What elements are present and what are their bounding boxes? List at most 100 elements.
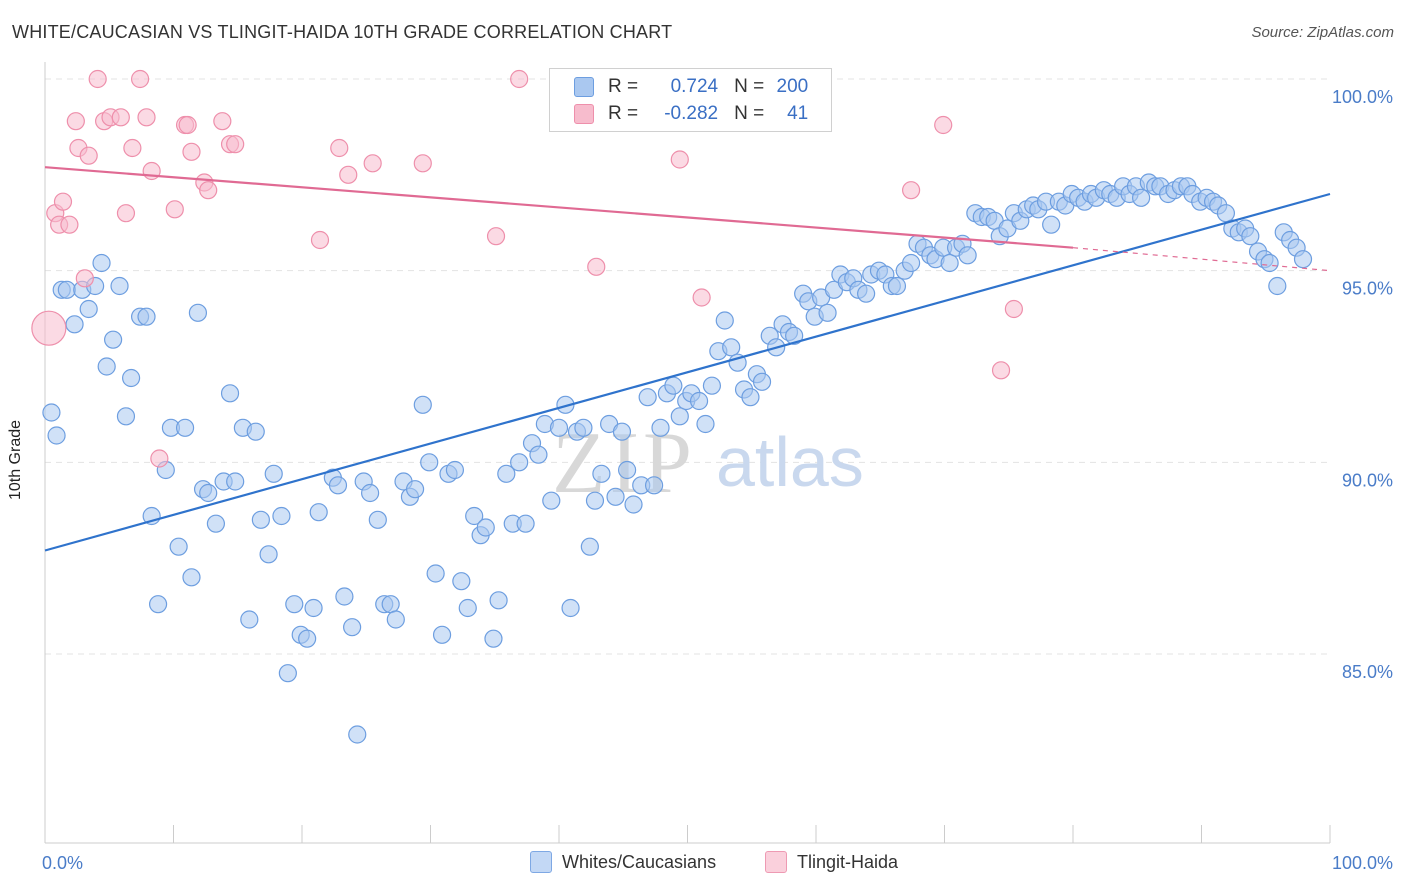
data-point-whites	[79, 299, 98, 319]
data-point-tlingit	[88, 69, 107, 89]
data-point-tlingit	[199, 181, 218, 200]
data-point-tlingit	[137, 108, 156, 127]
y-tick-label: 85.0%	[1342, 662, 1393, 682]
stats-legend: R = 0.724 N = 200 R = -0.282 N = 41	[549, 68, 832, 132]
data-point-whites	[638, 388, 657, 407]
data-point-whites	[97, 357, 116, 376]
data-point-whites	[458, 598, 477, 618]
data-point-whites	[618, 460, 637, 480]
data-point-whites	[57, 280, 76, 299]
data-point-tlingit	[130, 69, 150, 89]
legend-swatch-blue	[530, 851, 552, 873]
legend-n-value: 200	[776, 76, 809, 97]
data-point-tlingit	[587, 257, 606, 276]
data-point-tlingit	[31, 310, 67, 346]
legend-item-whites: Whites/Caucasians	[530, 851, 716, 873]
source-label: Source: ZipAtlas.com	[1251, 24, 1394, 41]
data-point-whites	[137, 307, 156, 326]
data-point-tlingit	[310, 230, 330, 250]
data-point-whites	[175, 418, 195, 437]
data-point-whites	[497, 464, 516, 483]
data-point-tlingit	[226, 135, 245, 154]
data-point-tlingit	[510, 69, 529, 89]
data-point-whites	[264, 464, 283, 483]
data-point-whites	[343, 618, 362, 637]
data-point-whites	[188, 303, 208, 322]
data-point-whites	[121, 368, 141, 388]
data-point-whites	[240, 610, 259, 629]
data-point-whites	[47, 426, 66, 445]
data-point-whites	[887, 276, 907, 296]
grid-lines	[45, 78, 1330, 655]
legend-label-tlingit: Tlingit-Haida	[797, 851, 899, 872]
trend-line-tlingit	[44, 166, 1074, 249]
data-point-whites	[413, 395, 432, 414]
legend-label-whites: Whites/Caucasians	[562, 851, 717, 872]
data-point-whites	[664, 376, 683, 395]
data-point-whites	[715, 311, 734, 330]
data-point-whites	[361, 483, 380, 503]
data-point-whites	[1268, 276, 1287, 296]
data-point-tlingit	[150, 449, 169, 468]
data-point-whites	[278, 664, 297, 683]
data-point-whites	[148, 595, 168, 614]
data-point-whites	[785, 326, 804, 345]
data-point-whites	[696, 414, 715, 434]
data-point-whites	[110, 276, 129, 296]
y-tick-labels: 100.0% 95.0% 90.0% 85.0%	[1332, 87, 1393, 682]
data-point-whites	[116, 407, 136, 426]
data-point-whites	[1042, 215, 1061, 234]
trend-lines	[44, 166, 1331, 552]
data-point-whites	[335, 587, 354, 606]
data-point-whites	[1260, 253, 1279, 273]
legend-swatch-pink	[765, 851, 787, 873]
data-point-whites	[489, 591, 508, 610]
legend-swatch-pink	[574, 104, 594, 124]
data-point-whites	[1241, 227, 1260, 246]
data-point-whites	[348, 725, 367, 744]
x-tick-label: 100.0%	[1332, 853, 1393, 873]
x-tick-labels: 0.0% 100.0%	[42, 853, 1393, 873]
legend-r-value: -0.282	[664, 103, 719, 124]
data-point-whites	[549, 418, 569, 437]
legend-n-value: 41	[787, 103, 809, 124]
trend-line-whites	[44, 192, 1331, 552]
data-point-whites	[484, 629, 503, 648]
y-tick-label: 100.0%	[1332, 87, 1393, 107]
data-point-whites	[958, 246, 977, 265]
data-point-whites	[741, 388, 760, 407]
data-point-whites	[206, 514, 226, 533]
legend-r-label: R =	[608, 103, 639, 124]
data-point-whites	[1293, 250, 1313, 269]
data-point-whites	[298, 629, 317, 648]
data-point-whites	[689, 391, 709, 411]
data-point-whites	[1216, 204, 1236, 223]
data-point-whites	[940, 253, 959, 273]
data-point-whites	[259, 545, 278, 564]
data-point-whites	[405, 480, 425, 499]
data-point-tlingit	[901, 181, 921, 200]
legend-swatch-blue	[574, 77, 594, 97]
data-point-whites	[285, 595, 304, 614]
data-point-whites	[304, 598, 323, 618]
data-point-whites	[529, 445, 548, 464]
data-point-tlingit	[178, 115, 197, 135]
data-point-whites	[92, 253, 111, 273]
data-point-tlingit	[339, 165, 358, 184]
data-point-whites	[1132, 188, 1151, 207]
series-tlingit-points	[31, 69, 1023, 468]
data-point-whites	[445, 460, 465, 480]
data-point-whites	[574, 418, 593, 437]
data-point-whites	[328, 476, 348, 495]
data-point-whites	[381, 595, 400, 614]
data-point-tlingit	[213, 112, 232, 131]
data-point-tlingit	[79, 146, 98, 165]
data-point-tlingit	[123, 138, 142, 158]
trend-line-tlingit-extension	[1072, 247, 1331, 272]
data-point-tlingit	[111, 108, 130, 127]
data-point-whites	[592, 464, 611, 483]
data-point-tlingit	[66, 112, 85, 131]
data-point-tlingit	[486, 227, 506, 246]
data-point-whites	[901, 253, 921, 273]
